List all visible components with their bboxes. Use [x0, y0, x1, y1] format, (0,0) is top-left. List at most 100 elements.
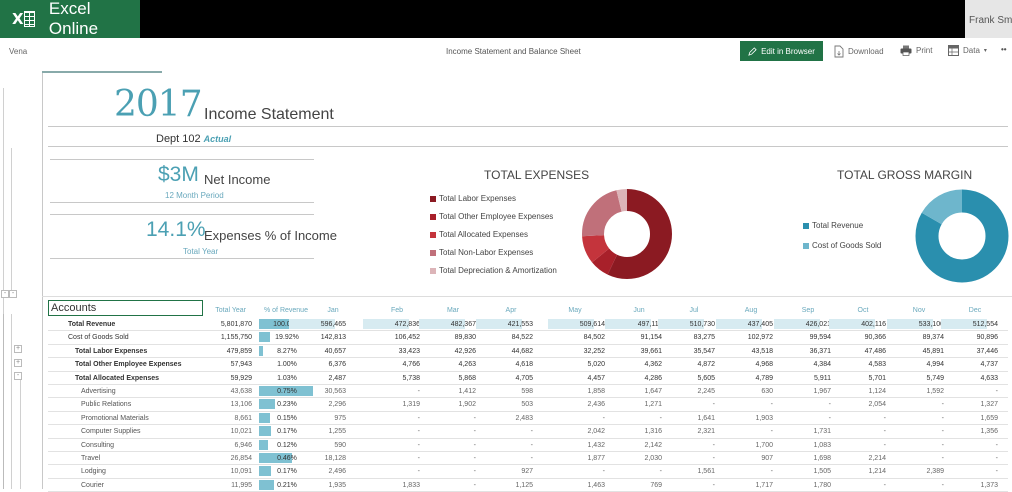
outline-expand-button[interactable]: -: [14, 372, 22, 380]
table-row[interactable]: Consulting 6,946 0.12% 590 - - - 1,432 2,142 - 1,7…: [48, 439, 1008, 452]
outline-gutter: - - + + -: [0, 68, 42, 489]
column-header: Jul: [689, 307, 699, 314]
pct-of-revenue-cell: 0.15%: [277, 414, 297, 422]
table-row[interactable]: Total Revenue 5,801,870 100.00% 596,465 472,…: [48, 318, 1008, 332]
column-header: Mar: [446, 307, 460, 314]
month-cell: 1,641: [697, 414, 715, 422]
account-name: Courier: [81, 481, 104, 489]
month-cell: -: [995, 468, 998, 476]
outline-line: [20, 374, 21, 489]
account-name: Cost of Goods Sold: [68, 334, 129, 342]
month-cell: 4,384: [813, 361, 831, 369]
scenario-label: Actual: [203, 134, 232, 144]
table-row[interactable]: Total Allocated Expenses 59,929 1.03% 2,487…: [48, 372, 1008, 385]
pct-databar: [259, 466, 272, 477]
user-name[interactable]: Frank Smit: [965, 0, 1012, 38]
month-cell: 1,717: [755, 481, 773, 489]
pct-databar: [259, 399, 276, 410]
total-year-cell: 8,661: [234, 414, 252, 422]
month-cell: 512,554: [972, 321, 998, 328]
month-cell: 4,994: [926, 361, 944, 369]
month-cell: 18,128: [324, 455, 346, 462]
month-cell: 102,972: [747, 334, 773, 342]
month-cell: -: [995, 441, 998, 449]
pencil-icon: [748, 46, 757, 56]
month-cell: 1,255: [328, 428, 346, 436]
account-name: Computer Supplies: [81, 428, 141, 436]
print-button[interactable]: Print: [900, 45, 932, 56]
month-cell: 1,698: [813, 455, 831, 462]
total-year-cell: 479,859: [226, 347, 252, 355]
site-link[interactable]: Vena: [9, 47, 28, 56]
month-cell: 2,030: [644, 455, 662, 462]
account-name: Total Other Employee Expenses: [75, 361, 182, 369]
table-row[interactable]: Total Other Employee Expenses 57,943 1.00%…: [48, 358, 1008, 372]
month-cell: 84,502: [583, 334, 605, 342]
total-year-cell: 1,155,750: [220, 334, 252, 342]
data-menu-button[interactable]: Data ▾: [948, 45, 987, 56]
month-cell: -: [417, 468, 420, 476]
month-cell: -: [828, 401, 831, 409]
edit-in-browser-button[interactable]: Edit in Browser: [740, 41, 823, 61]
month-cell: 4,766: [402, 361, 420, 369]
revenue-databar: [605, 319, 651, 329]
account-name: Promotional Materials: [81, 414, 149, 422]
table-row[interactable]: Courier 11,995 0.21% 1,935 1,833 - 1,125 1,463 7…: [48, 479, 1008, 492]
month-cell: 37,446: [976, 347, 998, 355]
table-row[interactable]: Promotional Materials 8,661 0.15% 975 - - 2,48…: [48, 412, 1008, 426]
table-row[interactable]: Cost of Goods Sold 1,155,750 19.92% 142,813…: [48, 331, 1008, 345]
month-cell: 437,405: [747, 321, 773, 328]
pct-databar: [259, 412, 270, 423]
month-cell: -: [473, 481, 476, 489]
table-row[interactable]: Public Relations 13,106 0.23% 2,296 1,319 1,9…: [48, 398, 1008, 412]
column-header: Nov: [912, 307, 926, 314]
column-header: Sep: [801, 307, 815, 314]
pct-databar: [259, 439, 268, 450]
outline-expand-button[interactable]: +: [14, 345, 22, 353]
month-cell: 2,321: [697, 428, 715, 436]
table-row[interactable]: Travel 26,854 0.46% 18,128 - - - 1,877 2,030 - 907…: [48, 452, 1008, 466]
month-cell: -: [941, 414, 944, 422]
header-accent-line: [42, 71, 162, 73]
month-cell: 1,356: [980, 428, 998, 436]
outline-expand-button[interactable]: +: [14, 359, 22, 367]
account-name: Total Revenue: [68, 321, 116, 328]
month-cell: -: [995, 388, 998, 395]
download-button[interactable]: Download: [834, 45, 884, 58]
month-cell: -: [417, 388, 420, 395]
app-brand[interactable]: X Excel Online: [0, 0, 140, 38]
total-year-cell: 10,021: [230, 428, 252, 436]
outline-collapse-button[interactable]: -: [1, 290, 9, 298]
table-row[interactable]: Lodging 10,091 0.17% 2,496 - - 927 - - 1,561 - 1,50…: [48, 465, 1008, 479]
month-cell: -: [473, 468, 476, 476]
month-cell: 47,486: [864, 347, 886, 355]
table-row[interactable]: Computer Supplies 10,021 0.17% 1,255 - - - 2,04…: [48, 425, 1008, 439]
month-cell: 1,083: [813, 441, 831, 449]
month-cell: -: [828, 414, 831, 422]
month-cell: -: [530, 428, 533, 436]
column-header: Aug: [744, 307, 758, 314]
pct-databar: [259, 426, 272, 437]
outline-line: [11, 314, 12, 489]
month-cell: 4,583: [868, 361, 886, 369]
name-box[interactable]: Accounts: [48, 300, 203, 316]
month-cell: 1,877: [587, 455, 605, 462]
month-cell: 6,376: [328, 361, 346, 369]
month-cell: 975: [334, 414, 346, 422]
month-cell: 84,522: [511, 334, 533, 342]
table-row[interactable]: Total Labor Expenses 479,859 8.27% 40,657 33…: [48, 345, 1008, 359]
revenue-databar: [829, 319, 875, 329]
account-name: Total Labor Expenses: [75, 347, 148, 355]
expenses-pct-value: 14.1%: [146, 218, 206, 241]
outline-collapse-button[interactable]: -: [9, 290, 17, 298]
expenses-donut: [582, 189, 672, 279]
month-cell: 5,020: [587, 361, 605, 369]
month-cell: 4,789: [755, 374, 773, 382]
month-cell: 90,896: [976, 334, 998, 342]
month-cell: 32,252: [583, 347, 605, 355]
month-cell: -: [417, 414, 420, 422]
more-options-button[interactable]: ••: [1001, 45, 1007, 54]
table-row[interactable]: Advertising 43,638 0.75% 30,563 - 1,412 598 1,8…: [48, 385, 1008, 399]
pct-databar: [259, 345, 264, 356]
outline-line: [3, 314, 4, 489]
